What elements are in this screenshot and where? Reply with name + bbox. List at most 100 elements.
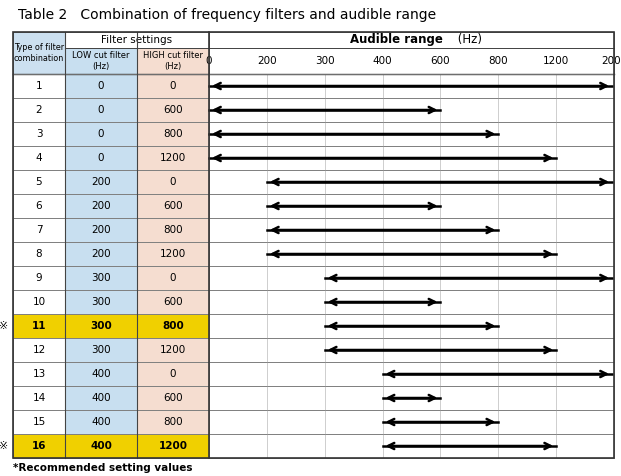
Text: 200: 200 (91, 201, 111, 211)
Text: 400: 400 (373, 56, 392, 66)
Text: 1200: 1200 (160, 345, 186, 355)
Bar (13, 32, 65, 74)
Text: 6: 6 (35, 201, 42, 211)
Bar (137, 170, 209, 194)
Text: 12: 12 (32, 345, 45, 355)
Bar (137, 122, 209, 146)
Text: Filter settings: Filter settings (101, 35, 173, 45)
Bar (209, 122, 614, 146)
Text: 3: 3 (35, 129, 42, 139)
Bar (13, 194, 65, 218)
Bar (13, 218, 65, 242)
Bar (209, 242, 614, 266)
Text: 800: 800 (163, 225, 183, 235)
Text: 0: 0 (206, 56, 212, 66)
Bar (209, 170, 614, 194)
Text: 200: 200 (91, 225, 111, 235)
Bar (137, 386, 209, 410)
Bar (65, 218, 137, 242)
Bar (65, 314, 137, 338)
Bar (137, 218, 209, 242)
Bar (137, 146, 209, 170)
Bar (65, 74, 137, 98)
Bar (13, 434, 65, 458)
Bar (137, 194, 209, 218)
Bar (209, 314, 614, 338)
Text: 400: 400 (91, 393, 111, 403)
Text: *Recommended setting values: *Recommended setting values (13, 463, 193, 473)
Text: 0: 0 (170, 81, 176, 91)
Text: 200: 200 (257, 56, 277, 66)
Bar (13, 290, 65, 314)
Bar (13, 386, 65, 410)
Bar (13, 266, 65, 290)
Text: 14: 14 (32, 393, 45, 403)
Text: Type of filter
combination: Type of filter combination (14, 43, 64, 63)
Text: 1200: 1200 (543, 56, 569, 66)
Bar (65, 362, 137, 386)
Text: Audible range: Audible range (350, 33, 443, 47)
Text: 0: 0 (97, 153, 104, 163)
Bar (13, 338, 65, 362)
Bar (65, 122, 137, 146)
Bar (137, 74, 209, 98)
Bar (13, 410, 65, 434)
Text: 600: 600 (163, 105, 183, 115)
Bar (13, 242, 65, 266)
Text: 16: 16 (32, 441, 46, 451)
Text: 300: 300 (315, 56, 335, 66)
Bar (209, 218, 614, 242)
Text: 0: 0 (97, 129, 104, 139)
Text: 2: 2 (35, 105, 42, 115)
Bar (13, 122, 65, 146)
Text: Table 2   Combination of frequency filters and audible range: Table 2 Combination of frequency filters… (18, 8, 436, 22)
Text: 1200: 1200 (158, 441, 188, 451)
Text: LOW cut filter
(Hz): LOW cut filter (Hz) (72, 51, 130, 71)
Bar (209, 266, 614, 290)
Bar (13, 314, 65, 338)
Bar (137, 314, 209, 338)
Bar (209, 146, 614, 170)
Bar (137, 48, 209, 74)
Text: 200: 200 (91, 249, 111, 259)
Bar (65, 434, 137, 458)
Text: (Hz): (Hz) (455, 33, 483, 47)
Text: 9: 9 (35, 273, 42, 283)
Bar (137, 98, 209, 122)
Bar (137, 410, 209, 434)
Bar (65, 242, 137, 266)
Bar (13, 98, 65, 122)
Bar (209, 434, 614, 458)
Bar (137, 290, 209, 314)
Bar (209, 290, 614, 314)
Text: 300: 300 (91, 273, 111, 283)
Bar (209, 98, 614, 122)
Bar (209, 338, 614, 362)
Text: 200: 200 (91, 177, 111, 187)
Text: 600: 600 (163, 297, 183, 307)
Text: 600: 600 (163, 201, 183, 211)
Bar (13, 32, 614, 458)
Bar (137, 338, 209, 362)
Text: 5: 5 (35, 177, 42, 187)
Text: 11: 11 (32, 321, 46, 331)
Bar (13, 74, 65, 98)
Text: HIGH cut filter
(Hz): HIGH cut filter (Hz) (143, 51, 203, 71)
Bar (137, 242, 209, 266)
Bar (209, 410, 614, 434)
Bar (65, 146, 137, 170)
Text: 0: 0 (97, 105, 104, 115)
Text: 800: 800 (489, 56, 508, 66)
Text: 13: 13 (32, 369, 45, 379)
Text: 0: 0 (170, 369, 176, 379)
Text: 400: 400 (91, 369, 111, 379)
Text: 8: 8 (35, 249, 42, 259)
Text: 2000: 2000 (601, 56, 621, 66)
Text: 800: 800 (163, 417, 183, 427)
Text: 300: 300 (90, 321, 112, 331)
Text: 600: 600 (163, 393, 183, 403)
Bar (209, 194, 614, 218)
Text: 800: 800 (162, 321, 184, 331)
Text: 0: 0 (97, 81, 104, 91)
Text: 4: 4 (35, 153, 42, 163)
